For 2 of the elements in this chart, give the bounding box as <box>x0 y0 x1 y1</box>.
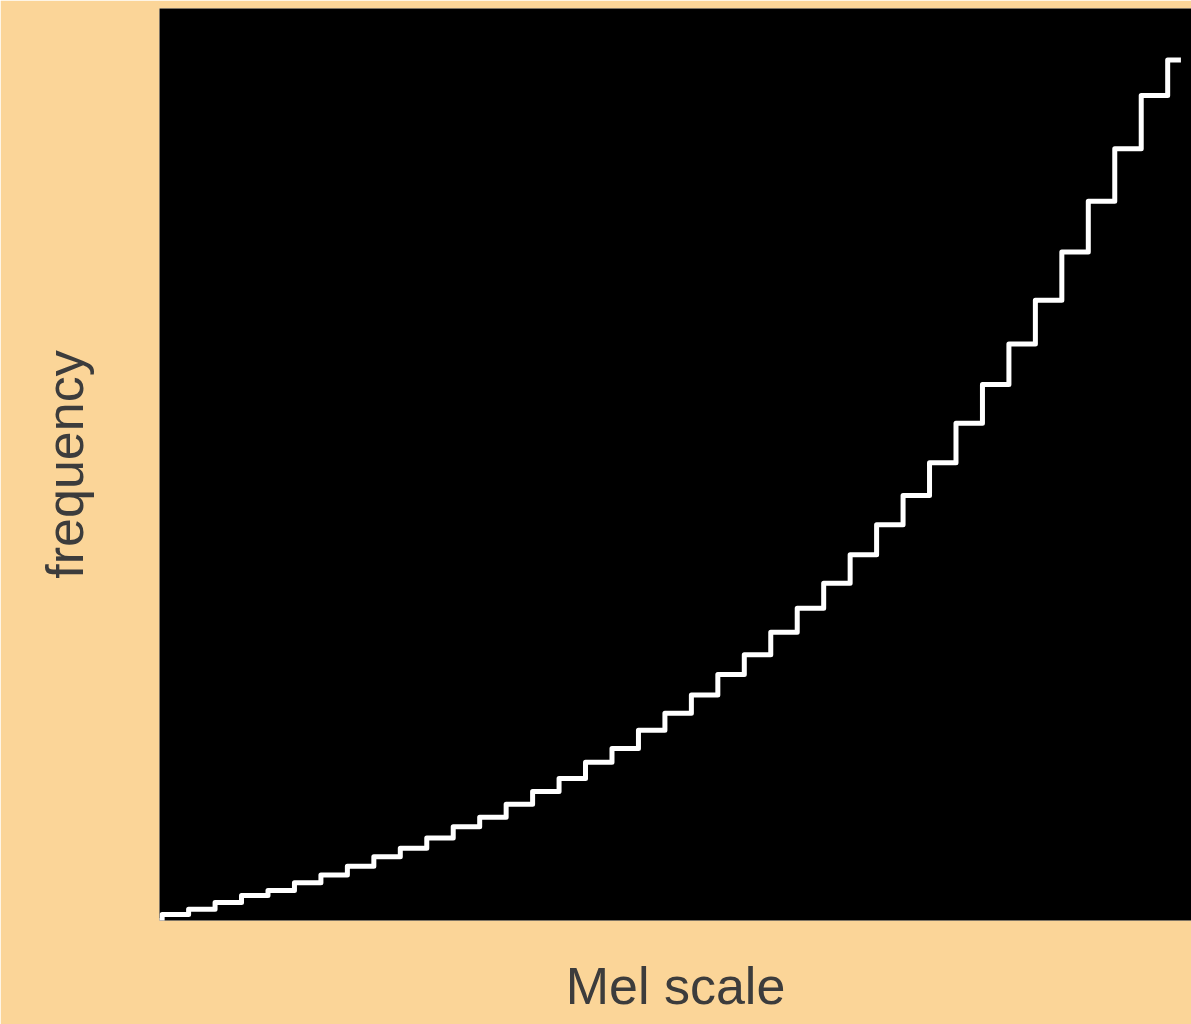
y-axis-title: frequency <box>35 350 94 579</box>
x-axis-title: Mel scale <box>565 956 786 1015</box>
